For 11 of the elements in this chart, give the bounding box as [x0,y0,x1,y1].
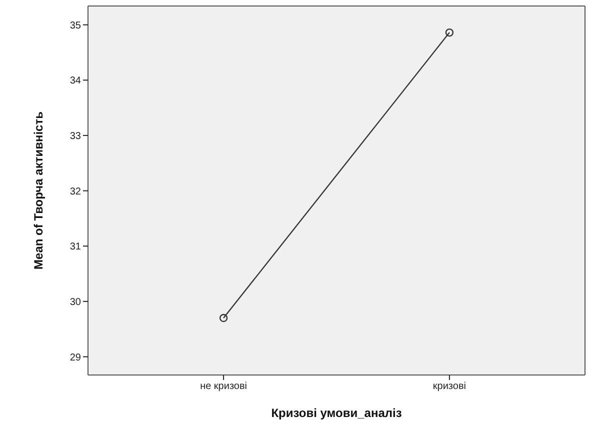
y-tick-label: 33 [70,131,82,142]
x-tick-label: кризові [432,381,466,392]
x-tick-label: не кризові [200,381,248,392]
y-tick-label: 31 [70,242,82,253]
y-tick-label: 29 [70,352,82,364]
y-tick-label: 34 [70,76,82,87]
y-tick-label: 35 [70,20,82,32]
y-tick-label: 32 [70,186,82,198]
y-tick-label: 30 [70,296,82,308]
x-axis-title: Кризові умови_аналіз [271,406,402,420]
y-axis-title: Mean of Творча активність [31,112,46,270]
